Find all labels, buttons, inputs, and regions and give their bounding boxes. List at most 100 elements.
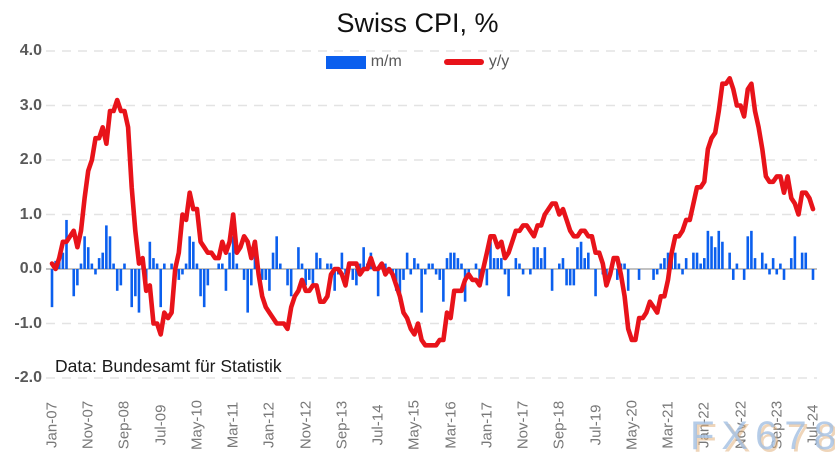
mm-bar [79,263,83,269]
mm-bar [260,269,264,280]
mm-bar [529,269,532,275]
mm-bar [728,252,731,269]
mm-bar [275,236,278,269]
mm-bar [246,269,249,313]
mm-bar [423,269,427,275]
mm-bar [297,247,300,269]
mm-bar [449,252,452,269]
mm-bar [137,269,141,313]
watermark: FX678 [690,414,835,458]
mm-bar [184,263,188,269]
mm-bar [329,263,333,269]
x-tick-label: Sep-08 [115,400,133,450]
mm-bar [456,258,460,269]
mm-bars [50,219,815,313]
mm-bar [333,269,336,291]
mm-bar [130,269,134,308]
mm-bar [434,269,438,275]
x-tick-label: Sep-18 [550,400,568,450]
mm-bar [188,236,191,269]
mm-bar [123,263,126,269]
mm-bar [202,269,206,308]
mm-bar [431,263,434,269]
mm-bar [351,269,355,280]
mm-bar [286,269,289,286]
mm-bar [224,269,228,291]
mm-bar [692,252,695,269]
mm-bar [311,269,315,286]
y-tick-label: 1.0 [19,205,42,223]
legend-item-yy: y/y [443,53,509,71]
mm-bar [221,263,224,269]
x-tick-label: Mar-21 [659,401,677,449]
mm-bar [148,241,152,269]
x-tick-label: Nov-07 [79,400,97,450]
y-tick-label: 3.0 [19,96,42,114]
x-tick-label: Jul-09 [152,404,170,446]
mm-bar [583,258,586,269]
mm-bar [250,269,253,286]
y-tick-label: 0.0 [19,260,42,277]
mm-bar [65,219,68,269]
mm-bar [804,252,808,269]
mm-bar [304,269,307,286]
mm-bar [268,269,271,291]
mm-bar [355,269,358,286]
mm-bar [561,258,565,269]
mm-bar [489,241,492,269]
mm-bar [485,269,489,286]
mm-bar [108,236,112,269]
mm-bar [616,269,619,280]
mm-bar [206,269,210,286]
mm-bar [568,269,572,286]
mm-bar [416,263,420,269]
mm-bar [315,252,318,269]
mm-bar [340,252,344,269]
x-tick-label: Mar-16 [442,401,460,449]
y-tick-label: -1.0 [14,314,42,332]
y-tick-label: 2.0 [19,151,42,168]
mm-bar [492,258,496,269]
mm-bar [326,263,329,269]
x-tick-label: May-20 [623,399,641,451]
mm-bar [438,269,442,280]
mm-bar [242,269,246,280]
mm-bar [663,258,666,269]
mm-bar-swatch-icon [325,55,366,69]
mm-bar [587,252,590,269]
mm-bar [474,263,478,269]
mm-bar [101,252,105,269]
mm-bar [695,252,699,269]
mm-bar [623,263,626,269]
mm-bar [134,269,137,297]
mm-bar [384,263,387,269]
mm-bar [659,263,663,269]
mm-bar [376,269,380,297]
mm-bar [721,241,724,269]
mm-bar [358,263,362,269]
mm-bar [159,269,163,308]
mm-bar [760,252,764,269]
mm-bar [192,241,195,269]
mm-bar [500,258,503,269]
y-tick-label: -2.0 [14,369,42,386]
mm-bar [83,236,86,269]
mm-bar [163,263,166,269]
mm-bar [750,230,753,269]
mm-bar [677,263,681,269]
mm-bar [402,269,405,280]
mm-bar [514,258,518,269]
mm-bar [684,258,688,269]
mm-bar [637,269,641,280]
mm-bar [460,263,463,269]
mm-bar [72,269,76,297]
x-tick-label: Nov-17 [514,400,532,450]
mm-bar [362,247,365,269]
mm-bar [768,269,771,275]
mm-bar [753,258,757,269]
mm-bar [710,236,713,269]
mm-bar [170,263,173,269]
mm-bar [532,247,536,269]
mm-bar [112,263,115,269]
legend-mm-label: m/m [370,53,402,70]
